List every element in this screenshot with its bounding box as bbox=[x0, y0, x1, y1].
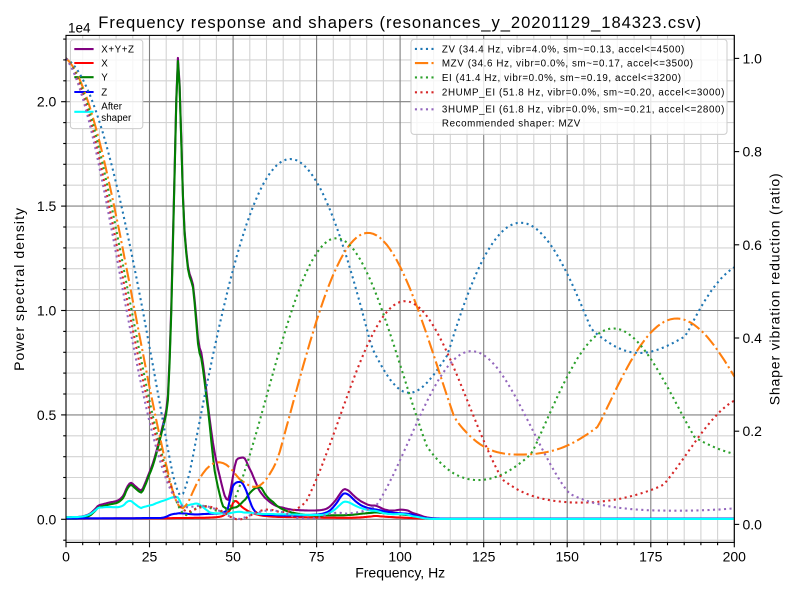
svg-text:200: 200 bbox=[723, 549, 747, 565]
svg-text:0.0: 0.0 bbox=[743, 516, 763, 532]
svg-text:Frequency response and shapers: Frequency response and shapers (resonanc… bbox=[98, 13, 702, 32]
svg-text:1.0: 1.0 bbox=[37, 303, 57, 319]
svg-text:0: 0 bbox=[62, 549, 70, 565]
svg-text:X+Y+Z: X+Y+Z bbox=[101, 45, 134, 56]
svg-text:25: 25 bbox=[142, 549, 158, 565]
svg-text:50: 50 bbox=[225, 549, 241, 565]
svg-text:Power spectral density: Power spectral density bbox=[11, 207, 27, 371]
svg-text:100: 100 bbox=[388, 549, 412, 565]
svg-text:Frequency, Hz: Frequency, Hz bbox=[355, 565, 445, 581]
svg-text:3HUMP_EI (61.8 Hz, vibr=0.0%,: 3HUMP_EI (61.8 Hz, vibr=0.0%, sm~=0.21, … bbox=[442, 105, 725, 116]
svg-text:75: 75 bbox=[309, 549, 325, 565]
svg-text:Recommended shaper: MZV: Recommended shaper: MZV bbox=[442, 118, 581, 129]
svg-text:After: After bbox=[101, 101, 122, 112]
svg-text:0.2: 0.2 bbox=[743, 423, 763, 439]
svg-text:0.0: 0.0 bbox=[37, 511, 57, 527]
svg-text:EI (41.4 Hz, vibr=0.0%, sm~=0.: EI (41.4 Hz, vibr=0.0%, sm~=0.19, accel<… bbox=[442, 73, 682, 84]
svg-text:ZV (34.4 Hz, vibr=4.0%, sm~=0.: ZV (34.4 Hz, vibr=4.0%, sm~=0.13, accel<… bbox=[442, 44, 685, 55]
svg-text:0.5: 0.5 bbox=[37, 407, 57, 423]
svg-text:0.4: 0.4 bbox=[743, 330, 763, 346]
svg-text:X: X bbox=[101, 58, 108, 69]
svg-text:175: 175 bbox=[639, 549, 663, 565]
svg-text:125: 125 bbox=[472, 549, 496, 565]
svg-text:1.5: 1.5 bbox=[37, 198, 57, 214]
svg-text:2.0: 2.0 bbox=[37, 94, 57, 110]
svg-text:150: 150 bbox=[556, 549, 580, 565]
svg-text:0.8: 0.8 bbox=[743, 144, 763, 160]
svg-text:0.6: 0.6 bbox=[743, 237, 763, 253]
svg-text:2HUMP_EI (51.8 Hz, vibr=0.0%,: 2HUMP_EI (51.8 Hz, vibr=0.0%, sm~=0.20, … bbox=[442, 88, 725, 99]
svg-text:Shaper vibration reduction (ra: Shaper vibration reduction (ratio) bbox=[767, 173, 783, 406]
svg-text:1.0: 1.0 bbox=[743, 50, 763, 66]
svg-text:Y: Y bbox=[101, 73, 108, 84]
svg-text:MZV (34.6 Hz, vibr=0.0%, sm~=0: MZV (34.6 Hz, vibr=0.0%, sm~=0.17, accel… bbox=[442, 59, 694, 70]
svg-text:1e4: 1e4 bbox=[68, 21, 91, 36]
svg-text:Z: Z bbox=[101, 87, 108, 98]
svg-text:shaper: shaper bbox=[101, 113, 132, 124]
